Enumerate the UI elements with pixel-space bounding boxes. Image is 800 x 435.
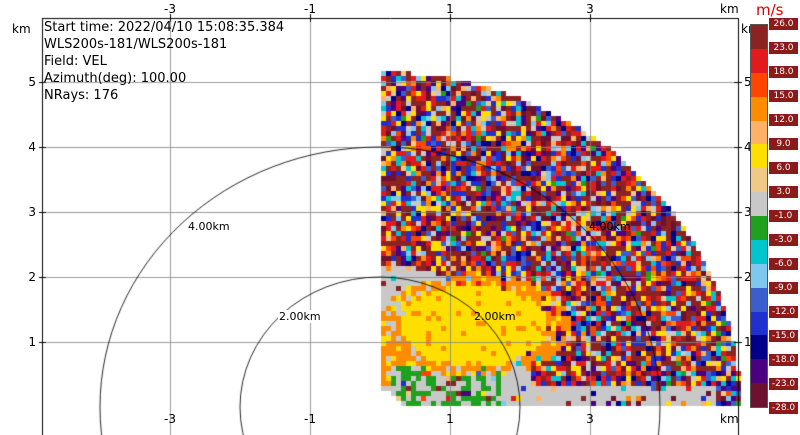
y-tick-label-right: 2 bbox=[744, 270, 752, 284]
y-tick-label-left: 1 bbox=[28, 335, 36, 349]
range-ring-label-2km-left: 2.00km bbox=[278, 310, 322, 323]
colorbar-tick-label: 12.0 bbox=[769, 114, 798, 126]
field-label: Field: VEL bbox=[44, 54, 107, 69]
start-time-label: Start time: 2022/04/10 15:08:35.384 bbox=[44, 20, 285, 35]
colorbar-tick-label: 3.0 bbox=[769, 186, 798, 198]
colorbar-segment bbox=[751, 120, 767, 145]
colorbar-segment bbox=[751, 48, 767, 73]
y-tick-label-left: 4 bbox=[28, 140, 36, 154]
colorbar-tick-label: 6.0 bbox=[769, 162, 798, 174]
colorbar-tick-label: 23.0 bbox=[769, 42, 798, 54]
colorbar-tick-label: -9.0 bbox=[769, 282, 798, 294]
colorbar-title: m/s bbox=[756, 1, 784, 19]
x-tick-label-top: -1 bbox=[304, 2, 316, 16]
colorbar-tick-label: 15.0 bbox=[769, 90, 798, 102]
colorbar-tick-label: -12.0 bbox=[769, 306, 798, 318]
colorbar-segment bbox=[751, 359, 767, 384]
y-tick-label-left: 2 bbox=[28, 270, 36, 284]
range-ring-label-4km-left: 4.00km bbox=[187, 220, 231, 233]
colorbar-tick-label: -28.0 bbox=[769, 402, 798, 414]
x-tick-label-bottom: -3 bbox=[164, 412, 176, 426]
colorbar-segment bbox=[751, 72, 767, 97]
y-tick-label-right: 5 bbox=[744, 75, 752, 89]
colorbar-tick-label: -1.0 bbox=[769, 210, 798, 222]
colorbar-segment bbox=[751, 287, 767, 312]
y-axis-unit-left: km bbox=[12, 22, 31, 36]
colorbar-segment bbox=[751, 239, 767, 264]
colorbar-tick-label: -3.0 bbox=[769, 234, 798, 246]
y-tick-label-left: 5 bbox=[28, 75, 36, 89]
colorbar-tick-label: 18.0 bbox=[769, 66, 798, 78]
colorbar-segment bbox=[751, 263, 767, 288]
colorbar-tick-label: -6.0 bbox=[769, 258, 798, 270]
azimuth-label: Azimuth(deg): 100.00 bbox=[44, 71, 187, 86]
x-tick-label-top: -3 bbox=[164, 2, 176, 16]
y-tick-label-left: 3 bbox=[28, 205, 36, 219]
colorbar bbox=[750, 24, 768, 408]
colorbar-segment bbox=[751, 168, 767, 193]
colorbar-segment bbox=[751, 335, 767, 360]
y-tick-label-right: 1 bbox=[744, 335, 752, 349]
colorbar-segment bbox=[751, 25, 767, 49]
y-tick-label-right: 4 bbox=[744, 140, 752, 154]
colorbar-tick-label: 26.0 bbox=[769, 18, 798, 30]
range-ring-label-2km-right: 2.00km bbox=[474, 310, 516, 323]
range-ring-label-4km-right: 4.00km bbox=[589, 220, 631, 233]
colorbar-segment bbox=[751, 96, 767, 121]
y-tick-label-right: 3 bbox=[744, 205, 752, 219]
scan-metadata-block: Start time: 2022/04/10 15:08:35.384 WLS2… bbox=[44, 19, 284, 104]
colorbar-tick-label: 9.0 bbox=[769, 138, 798, 150]
colorbar-segment bbox=[751, 311, 767, 336]
colorbar-tick-label: -18.0 bbox=[769, 354, 798, 366]
colorbar-tick-label: -15.0 bbox=[769, 330, 798, 342]
colorbar-segment bbox=[751, 216, 767, 240]
x-tick-label-bottom: -1 bbox=[304, 412, 316, 426]
instrument-label: WLS200s-181/WLS200s-181 bbox=[44, 37, 228, 52]
nrays-label: NRays: 176 bbox=[44, 88, 119, 103]
x-axis-unit-bottom: km bbox=[720, 412, 739, 426]
x-tick-label-bottom: 1 bbox=[446, 412, 454, 426]
colorbar-segment bbox=[751, 383, 767, 407]
x-axis-unit-top: km bbox=[720, 2, 739, 16]
x-tick-label-bottom: 3 bbox=[586, 412, 594, 426]
x-tick-label-top: 3 bbox=[586, 2, 594, 16]
colorbar-segment bbox=[751, 192, 767, 216]
colorbar-tick-label: -23.0 bbox=[769, 378, 798, 390]
x-tick-label-top: 1 bbox=[446, 2, 454, 16]
colorbar-segment bbox=[751, 144, 767, 169]
